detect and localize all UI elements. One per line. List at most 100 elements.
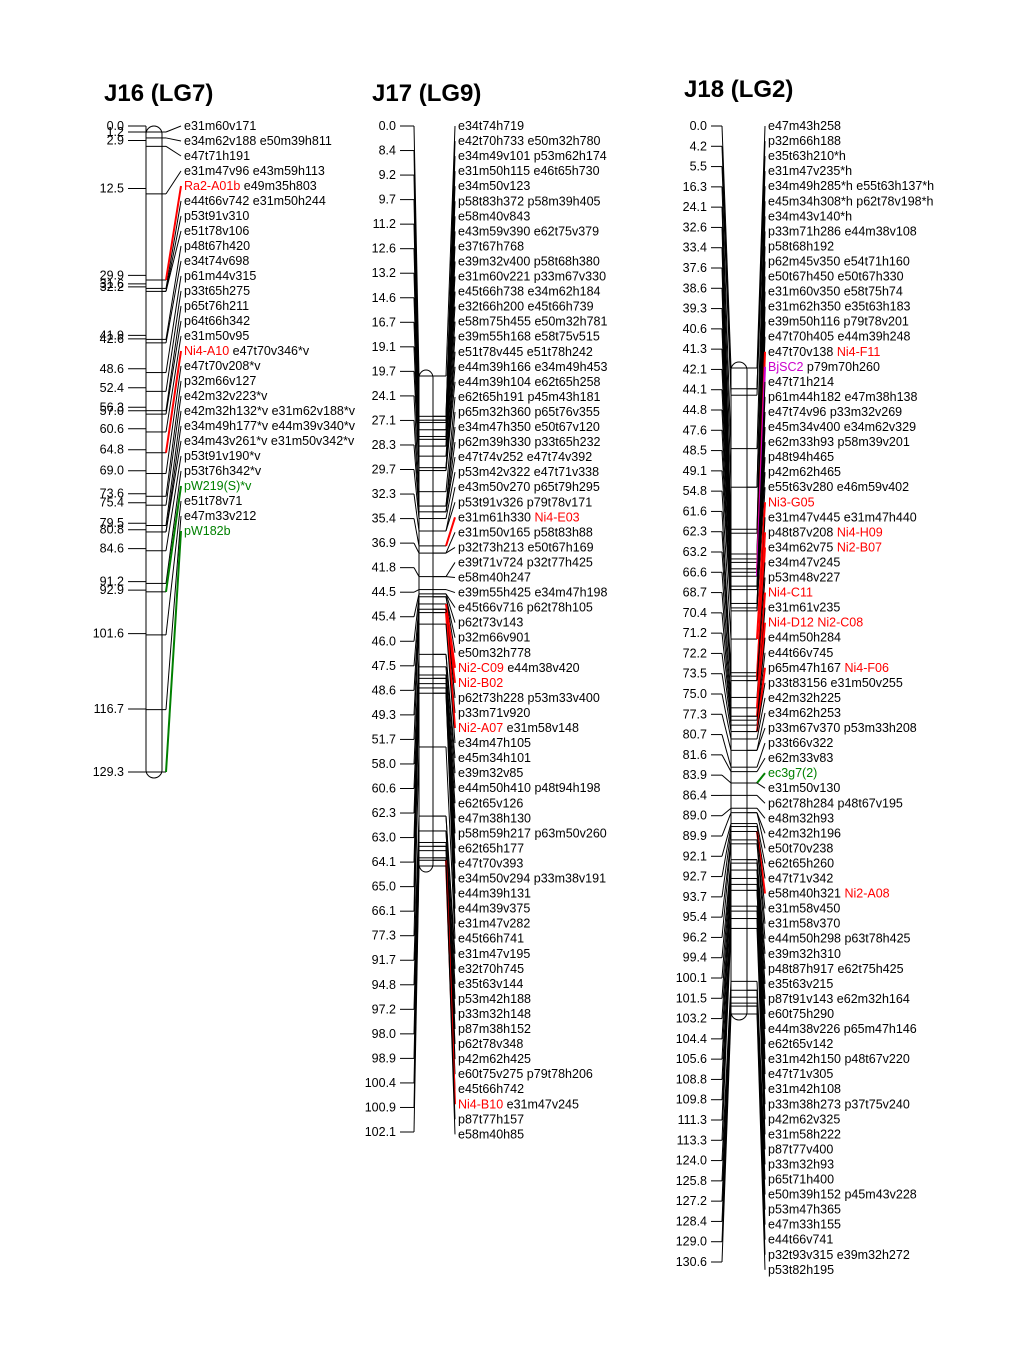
marker-name: e39m32v400 p58t68h380 <box>458 254 600 268</box>
marker-label: e62t65v142 <box>768 1037 833 1051</box>
marker-label: e31m50v95 <box>184 329 249 343</box>
position-label: 130.6 <box>676 1255 707 1269</box>
position-label: 92.9 <box>100 583 124 597</box>
marker-name: e62m33h93 p58m39v201 <box>768 435 910 449</box>
position-label: 79.5 <box>100 516 124 530</box>
position-label: 12.5 <box>100 181 124 195</box>
position-label: 44.1 <box>683 383 707 397</box>
position-label: 89.0 <box>683 809 707 823</box>
position-connector <box>721 807 732 817</box>
marker-name: e31m47v445 e31m47h440 <box>768 510 917 524</box>
marker-label: p65m32h360 p65t76v355 <box>458 405 600 419</box>
position-label: 68.7 <box>683 586 707 600</box>
marker-name: p42m62h425 <box>458 1052 531 1066</box>
position-label: 49.1 <box>683 464 707 478</box>
marker-label: Ni4-B10 e31m47v245 <box>458 1097 579 1111</box>
marker-label: e34m62v188 e50m39h811 <box>184 134 332 148</box>
marker-label: e39m50h116 p79t78v201 <box>768 315 909 329</box>
marker-name: e34m43v140*h <box>768 209 852 223</box>
marker-name: e51t78v106 <box>184 224 249 238</box>
position-label: 91.7 <box>372 953 396 967</box>
marker-name: e31m61v235 <box>768 601 840 615</box>
marker-label: e34m47v245 <box>768 555 840 569</box>
position-label: 89.9 <box>683 829 707 843</box>
marker-label: e39m32h310 <box>768 947 841 961</box>
marker-label: p87t77v400 <box>768 1142 833 1156</box>
marker-name: p33t66v322 <box>768 736 833 750</box>
label-connector <box>445 816 456 969</box>
marker-name: e58m75h455 e50m32h781 <box>458 315 607 329</box>
marker-label: e50m32h778 <box>458 646 531 660</box>
marker-label: p64t66h342 <box>184 314 250 328</box>
position-label: 101.6 <box>93 627 124 641</box>
position-label: 95.4 <box>683 910 707 924</box>
marker-label: Ni2-B02 <box>458 676 503 690</box>
marker-label: e34m47h105 <box>458 736 531 750</box>
position-connector <box>413 596 420 642</box>
marker-label: p62t78v348 <box>458 1037 523 1051</box>
label-connector <box>756 682 766 732</box>
label-connector <box>756 472 766 611</box>
marker-name: p42m62v325 <box>768 1112 840 1126</box>
label-connector <box>445 596 456 653</box>
marker-label: e47t74v252 e47t74v392 <box>458 450 592 464</box>
position-connector <box>413 420 420 507</box>
position-label: 80.7 <box>683 728 707 742</box>
marker-name: e39m32h310 <box>768 947 841 961</box>
label-connector <box>445 321 456 457</box>
marker-label: p53m42v322 e47t71v338 <box>458 465 599 479</box>
label-connector <box>445 612 456 729</box>
marker-label: e32t66h200 e45t66h739 <box>458 300 594 314</box>
label-connector <box>165 200 182 289</box>
position-label: 45.4 <box>372 610 396 624</box>
label-connector <box>445 396 456 492</box>
position-label: 62.3 <box>683 525 707 539</box>
marker-label: p42m62h425 <box>458 1052 531 1066</box>
label-connector <box>445 693 456 924</box>
marker-name: p33t65h275 <box>184 284 250 298</box>
marker-name: e34t74v698 <box>184 254 249 268</box>
marker-label: pW219(S)*v <box>184 479 252 493</box>
position-label: 104.4 <box>676 1032 707 1046</box>
position-label: 77.3 <box>372 929 396 943</box>
label-connector <box>445 624 456 744</box>
position-label: 81.6 <box>683 748 707 762</box>
marker-name: e58m40v843 <box>458 209 530 223</box>
marker-label: e31m58h222 <box>768 1127 841 1141</box>
marker-label: p33m67v370 p53m33h208 <box>768 721 917 735</box>
marker-label: e45t66h742 <box>458 1082 524 1096</box>
marker-label: e44t66v745 <box>768 646 833 660</box>
marker-label: e31m47v235*h <box>768 164 852 178</box>
position-label: 40.6 <box>683 322 707 336</box>
marker-name: e44m39h131 <box>458 887 531 901</box>
marker-name: e47t71v342 <box>768 872 833 886</box>
position-connector <box>721 928 732 1141</box>
label-connector <box>165 260 182 343</box>
marker-name: e62t65h191 p45m43h181 <box>458 390 601 404</box>
marker-name: p53m48v227 <box>768 571 840 585</box>
marker-name: e45m34h101 <box>458 751 531 765</box>
marker-name: e47t70v208*v <box>184 359 261 373</box>
map-j17: J17 (LG9) 0.0 8.4 9.2 9.7 11.2 12.6 13.2 14.6 16… <box>365 80 608 1141</box>
position-label: 75.4 <box>100 496 124 510</box>
marker-name: e44m39h166 e34m49h453 <box>458 360 607 374</box>
position-label: 75.0 <box>683 687 707 701</box>
marker-name: e44m50h410 p48t94h198 <box>458 781 601 795</box>
label-connector <box>756 742 766 768</box>
position-label: 16.3 <box>683 180 707 194</box>
marker-name: e44m50h284 <box>768 631 841 645</box>
position-label: 96.2 <box>683 930 707 944</box>
position-connector <box>413 593 420 617</box>
marker-name: e47t74v252 e47t74v392 <box>458 450 592 464</box>
position-label: 37.6 <box>683 261 707 275</box>
marker-label: e31m50h115 e46t65h730 <box>458 164 600 178</box>
marker-label: p61m44h182 e47m38h138 <box>768 390 917 404</box>
position-connector <box>721 612 732 717</box>
position-label: 47.5 <box>372 659 396 673</box>
marker-label: e55t63v280 e46m59v402 <box>768 480 909 494</box>
marker-name: e47m43h258 <box>768 119 841 133</box>
marker-label: p53m48v227 <box>768 571 840 585</box>
marker-name: p33m32h93 <box>768 1157 834 1171</box>
marker-name: p58t68h192 <box>768 239 834 253</box>
marker-name: e34m62v75 <box>768 540 837 554</box>
